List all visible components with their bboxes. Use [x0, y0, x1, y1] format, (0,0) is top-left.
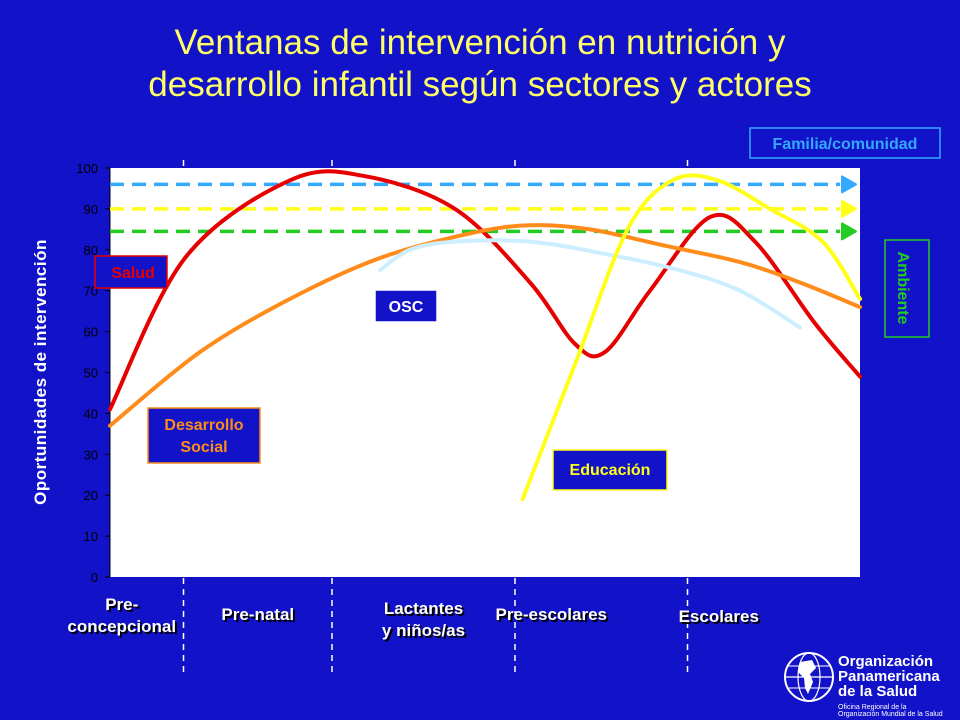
logo-line-1: Organización — [838, 653, 934, 670]
stage-labels: Pre-Pre-concepcionalconcepcionalPre-nata… — [67, 595, 760, 642]
stage-label-shadow-2-0: Lactantes — [386, 601, 465, 620]
y-tick-label-2: 20 — [84, 488, 98, 503]
y-tick-label-1: 10 — [84, 529, 98, 544]
ambiente-label: Ambiente — [884, 239, 930, 338]
y-tick-label-5: 50 — [84, 366, 98, 381]
ambiente-label-text: Ambiente — [894, 252, 911, 325]
stage-label-0-1: concepcional — [67, 617, 176, 636]
educacion-label-text: Educación — [570, 462, 651, 479]
familia-comunidad-label: Familia/comunidad — [749, 127, 941, 159]
stage-label-shadow-4-0: Escolares — [681, 609, 761, 628]
series-layer — [108, 169, 862, 502]
y-tick-label-10: 100 — [76, 161, 98, 176]
y-tick-label-6: 60 — [84, 325, 98, 340]
series-line-osc — [378, 238, 802, 330]
desarrollo-label-line-2: Social — [180, 439, 227, 456]
stage-label-2-0: Lactantes — [384, 599, 463, 618]
series-line-desarrollo-social — [108, 223, 862, 428]
y-tick-label-0: 0 — [91, 570, 98, 585]
slide-title: Ventanas de intervención en nutrición y … — [0, 22, 960, 106]
stage-label-shadow-0-1: concepcional — [69, 619, 178, 638]
stage-label-1-0: Pre-natal — [221, 605, 294, 624]
logo-line-2: Panamericana — [838, 668, 940, 685]
stage-label-2-1: y niños/as — [382, 621, 465, 640]
series-line-educacion — [520, 173, 862, 502]
stage-label-shadow-3-0: Pre-escolares — [497, 607, 609, 626]
stage-label-3-0: Pre-escolares — [495, 605, 607, 624]
stage-label-shadow-2-1: y niños/as — [384, 623, 467, 642]
educacion-label: Educación — [552, 449, 668, 491]
paho-logo: Organización Panamericana de la Salud Of… — [780, 648, 958, 718]
reference-arrow-2 — [841, 222, 857, 241]
logo-sub-line-2: Organización Mundial de la Salud — [838, 711, 943, 718]
logo-subtext: Oficina Regional de la Organización Mund… — [838, 704, 943, 718]
desarrollo-social-label: Desarrollo Social — [147, 407, 261, 464]
globe-emblem-icon — [784, 652, 834, 702]
y-tick-label-3: 30 — [84, 447, 98, 462]
desarrollo-label-line-1: Desarrollo — [164, 417, 243, 434]
salud-label-text: Salud — [111, 265, 155, 282]
reference-arrow-0 — [841, 175, 857, 194]
logo-text: Organización Panamericana de la Salud — [838, 654, 940, 699]
stage-label-shadow-0-0: Pre- — [107, 597, 140, 616]
slide-title-line-2: desarrollo infantil según sectores y act… — [148, 65, 812, 104]
stage-label-shadow-1-0: Pre-natal — [223, 607, 296, 626]
logo-line-3: de la Salud — [838, 683, 918, 700]
stage-label-0-0: Pre- — [105, 595, 138, 614]
slide-title-line-1: Ventanas de intervención en nutrición y — [174, 23, 786, 62]
y-axis-label: Oportunidades de intervención — [31, 239, 50, 505]
osc-label: OSC — [374, 289, 438, 323]
stage-label-4-0: Escolares — [679, 607, 759, 626]
y-tick-label-8: 80 — [84, 243, 98, 258]
familia-label-text: Familia/comunidad — [773, 136, 918, 153]
y-tick-label-9: 90 — [84, 202, 98, 217]
y-tick-label-4: 40 — [84, 406, 98, 421]
osc-label-text: OSC — [389, 299, 424, 316]
logo-sub-line-1: Oficina Regional de la — [838, 704, 907, 711]
salud-label: Salud — [94, 255, 168, 289]
reference-arrow-1 — [841, 199, 857, 218]
series-line-salud — [108, 169, 862, 412]
